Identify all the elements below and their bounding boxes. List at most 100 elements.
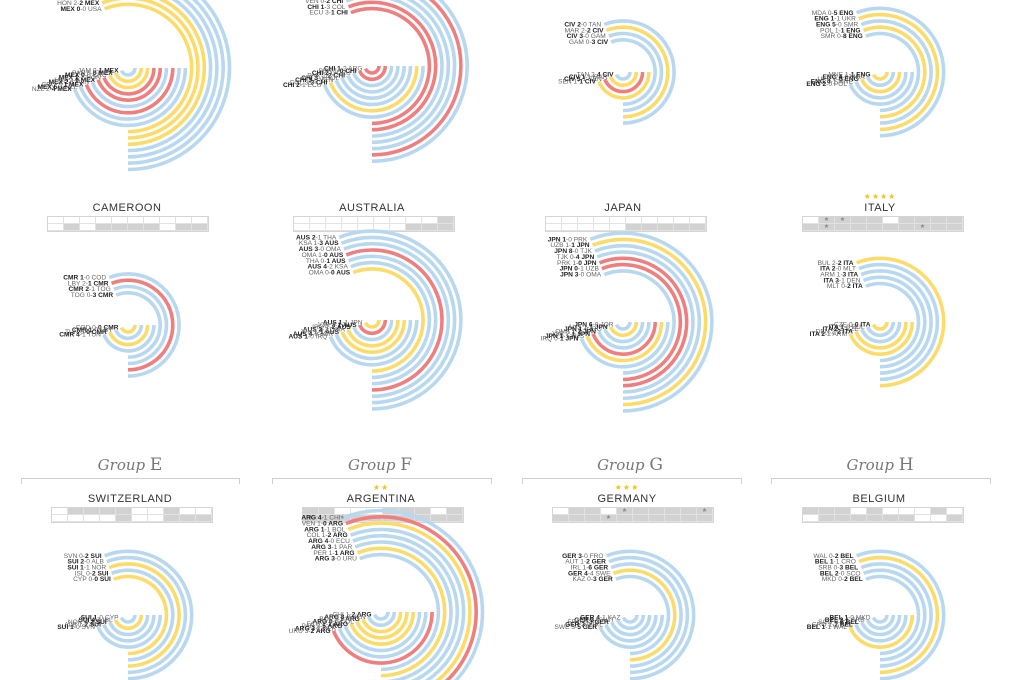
- match-arc: [879, 321, 896, 338]
- history-cell: [294, 217, 310, 224]
- history-cell: [649, 508, 665, 515]
- match-arc: [879, 614, 902, 637]
- history-cell: [915, 217, 931, 224]
- match-arc: [127, 67, 225, 165]
- match-arc: [428, 0, 463, 67]
- history-cell: [342, 224, 358, 231]
- match-arc: [371, 65, 425, 119]
- match-arc: [334, 333, 373, 361]
- history-cell: [100, 508, 116, 515]
- group-e-title: Group E: [60, 455, 200, 475]
- match-label: COL 3-3 CHI: [289, 79, 327, 86]
- match-arc: [349, 527, 466, 613]
- world-cup-history-grid: [47, 216, 209, 232]
- match-arc: [622, 321, 695, 394]
- match-arc: [356, 546, 447, 613]
- match-arc: [127, 67, 181, 121]
- history-cell: [642, 224, 658, 231]
- history-cell: [867, 508, 883, 515]
- match-arc: [858, 12, 940, 73]
- match-arc: [103, 2, 194, 69]
- match-arc: [424, 611, 466, 680]
- history-cell: [80, 224, 96, 231]
- history-cell: [851, 515, 867, 522]
- match-arc: [371, 319, 381, 329]
- history-cell: [176, 217, 192, 224]
- group-f-bracket: [272, 478, 492, 484]
- match-arc: [622, 71, 664, 113]
- match-arc: [340, 331, 373, 354]
- match-arc: [385, 611, 453, 680]
- history-cell: [633, 508, 649, 515]
- match-arc: [608, 555, 690, 616]
- history-cell: [569, 508, 585, 515]
- match-label: BEL 1-0 MKD: [830, 615, 871, 622]
- match-arc: [610, 621, 631, 637]
- match-arc: [585, 335, 624, 363]
- history-cell: [164, 515, 180, 522]
- match-label: BUL 2-2 ITA: [818, 260, 854, 267]
- history-cell: [164, 508, 180, 515]
- match-label: AUT 1-2 GER: [565, 559, 606, 566]
- match-arc: [615, 619, 631, 631]
- match-label: ARG 3-1 PER: [295, 625, 337, 632]
- match-arc: [862, 568, 927, 616]
- world-cup-history-grid: [802, 507, 964, 523]
- match-arc: [113, 329, 129, 341]
- match-arc: [102, 623, 129, 643]
- match-arc: [879, 71, 940, 132]
- match-arc: [352, 533, 460, 613]
- match-label: BOL 1-1 ARG: [319, 616, 360, 623]
- match-arc: [342, 508, 485, 613]
- history-cell: [674, 224, 690, 231]
- match-arc: [622, 321, 689, 388]
- history-cell: [562, 217, 578, 224]
- match-arc: [453, 611, 485, 680]
- history-cell: [112, 217, 128, 224]
- history-cell: [803, 508, 819, 515]
- match-arc: [848, 626, 881, 649]
- match-arc: [879, 614, 908, 643]
- match-label: GER 3-0 IRL: [565, 622, 603, 629]
- match-arc: [879, 71, 908, 100]
- match-label: KSA 1-3 AUS: [299, 240, 339, 247]
- match-arc: [113, 619, 129, 631]
- match-label: OMA 1-2 JPN: [555, 329, 596, 336]
- match-label: CIV 1-1 MAR: [569, 74, 608, 81]
- match-label: SVN 0-2 SUI: [64, 553, 102, 560]
- match-arc: [860, 328, 881, 344]
- match-arc: [622, 71, 639, 88]
- history-cell: [415, 508, 431, 515]
- match-arc: [380, 611, 409, 640]
- match-arc: [603, 19, 676, 73]
- match-arc: [158, 0, 207, 69]
- match-arc: [855, 6, 946, 73]
- match-label: URU 3-2 ARG: [289, 628, 331, 635]
- history-cell: [867, 515, 883, 522]
- match-label: CHI 1-2 ARG: [333, 612, 372, 619]
- history-cell: [148, 508, 164, 515]
- match-arc: [629, 614, 646, 631]
- history-cell: [310, 224, 326, 231]
- match-label: SUI 4-4 ISL: [79, 617, 113, 624]
- match-arc: [102, 76, 129, 96]
- match-arc: [363, 321, 373, 329]
- history-cell: [899, 508, 915, 515]
- match-arc: [113, 574, 169, 616]
- match-label: JPN 3-0 OMA: [560, 271, 602, 278]
- team-name: CAMEROON: [92, 202, 162, 214]
- match-label: JPN 1-1 AUS: [300, 329, 340, 336]
- history-cell: [617, 515, 633, 522]
- match-arc: [78, 86, 129, 121]
- match-arc: [862, 275, 927, 323]
- history-cell: [835, 224, 851, 231]
- match-arc: [622, 71, 657, 106]
- match-label: IRQ 0-1 JPN: [541, 335, 579, 342]
- match-label: KAZ 0-3 GER: [572, 576, 613, 583]
- match-arc: [113, 72, 129, 84]
- match-arc: [127, 614, 175, 662]
- history-cell: [390, 217, 406, 224]
